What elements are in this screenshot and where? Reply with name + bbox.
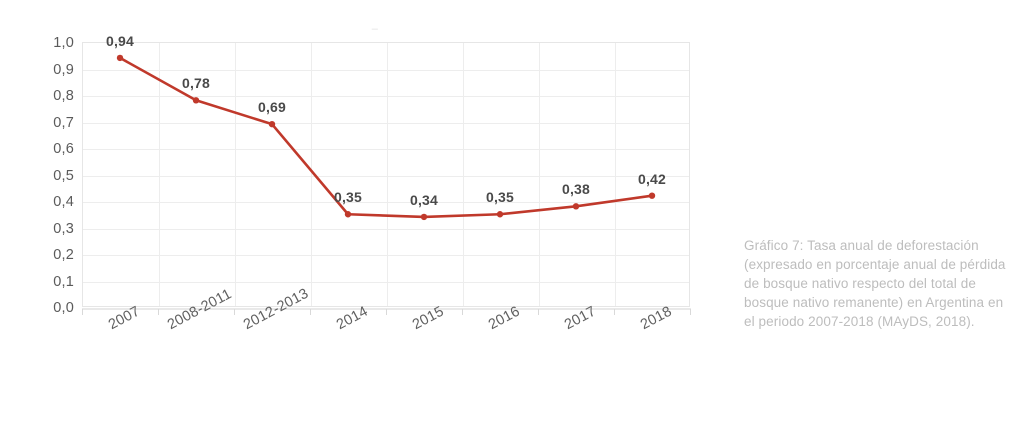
gridline-horizontal (83, 69, 689, 71)
caption-line: de bosque nativo respecto del total de (744, 276, 976, 291)
y-axis-tick-label: 0,0 (53, 300, 74, 316)
line-chart: – 1,0 0,9 0,8 0,7 0,6 0,5 0,4 0,3 0,2 0,1 0,0 0,94… (30, 8, 720, 378)
gridline-vertical (159, 43, 160, 306)
data-point-marker (572, 203, 580, 210)
data-point-label: 0,78 (181, 75, 211, 92)
y-axis-tick-label: 1,0 (53, 35, 74, 51)
data-point-marker (116, 54, 124, 62)
data-point-label: 0,94 (105, 32, 135, 49)
x-axis-tick-mark (614, 309, 615, 315)
gridline-horizontal (83, 96, 689, 97)
x-axis-tick-mark (386, 309, 387, 315)
gridline-horizontal (83, 202, 689, 203)
chart-title: – (371, 23, 379, 35)
caption-line: Gráfico 7: Tasa anual de deforestación (744, 238, 979, 253)
y-axis-tick-label: 0,9 (53, 61, 74, 78)
y-axis-tick-label: 0,3 (53, 220, 74, 237)
data-point-marker (192, 97, 200, 104)
series-line-deforestation (118, 56, 654, 219)
data-point-label: 0,35 (333, 189, 363, 206)
gridline-horizontal (83, 281, 689, 283)
gridline-vertical (463, 43, 464, 306)
x-axis-tick-mark (462, 309, 463, 315)
gridline-horizontal (83, 175, 689, 177)
gridline-horizontal (83, 255, 689, 256)
y-axis-tick-label: 0,8 (53, 88, 74, 104)
figure-caption: Gráfico 7: Tasa anual de deforestación (e… (744, 236, 1010, 331)
caption-line: el periodo 2007-2018 (MAyDS, 2018). (744, 314, 975, 329)
x-axis-tick-mark (82, 309, 83, 315)
data-point-label: 0,34 (409, 191, 439, 208)
x-axis-tick-mark (310, 309, 311, 315)
caption-line: bosque nativo remanente) en Argentina en (744, 295, 1004, 310)
gridline-vertical (387, 43, 388, 306)
gridline-vertical (311, 43, 312, 306)
y-axis-tick-label: 0,1 (53, 273, 74, 290)
x-axis-tick-mark (158, 309, 159, 315)
y-axis-tick-label: 0,2 (53, 247, 74, 263)
caption-line: (expresado en porcentaje anual de pérdid… (744, 257, 1006, 272)
gridline-horizontal (83, 228, 689, 230)
x-axis-tick-mark (234, 309, 235, 315)
gridline-horizontal (83, 149, 689, 150)
gridline-horizontal (83, 122, 689, 124)
y-axis-tick-label: 0,7 (53, 114, 74, 131)
data-point-marker (420, 213, 428, 221)
series-layer (116, 54, 656, 221)
data-point-label: 0,35 (485, 189, 515, 206)
y-axis-tick-label: 0,6 (53, 141, 74, 157)
data-point-label: 0,38 (561, 181, 591, 198)
data-point-marker (648, 192, 656, 199)
y-axis-tick-label: 0,5 (53, 167, 74, 184)
data-point-label: 0,42 (637, 170, 667, 187)
x-axis-tick-mark (690, 309, 691, 315)
plot-area: 1,0 0,9 0,8 0,7 0,6 0,5 0,4 0,3 0,2 0,1 0,0 (53, 35, 690, 316)
data-point-marker (344, 211, 352, 218)
y-axis-tick-label: 0,4 (53, 194, 74, 210)
gridline-vertical (615, 43, 616, 306)
gridline-vertical (539, 43, 540, 306)
gridline-vertical (235, 43, 236, 306)
data-point-marker (496, 211, 504, 218)
series-markers (116, 54, 656, 221)
data-point-label: 0,69 (257, 99, 287, 116)
data-point-marker (268, 120, 276, 128)
x-axis-tick-mark (538, 309, 539, 315)
